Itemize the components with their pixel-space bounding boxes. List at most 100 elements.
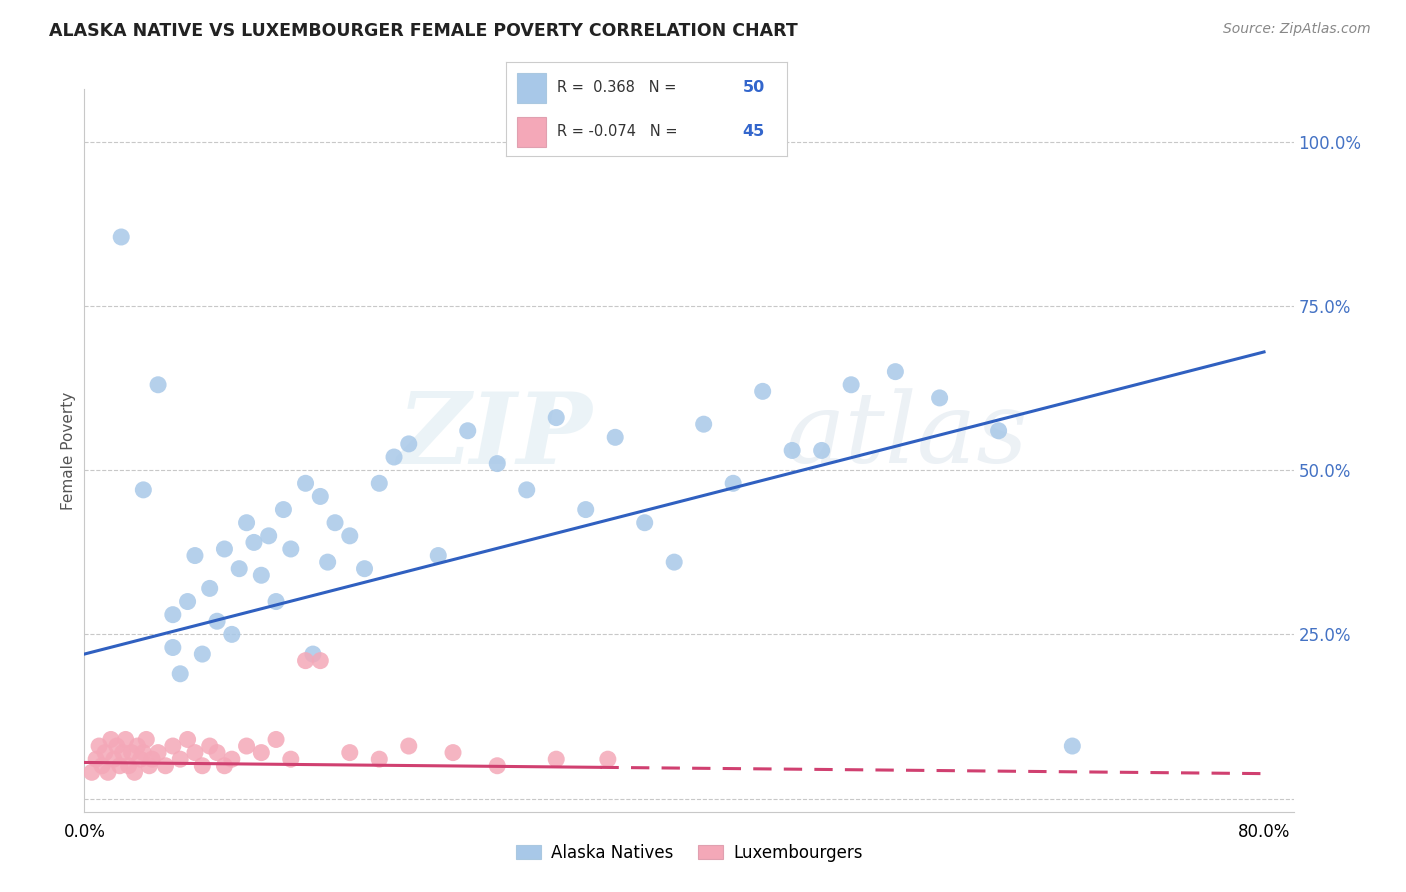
Point bbox=[575, 502, 598, 516]
Point bbox=[214, 758, 236, 772]
Text: 45: 45 bbox=[742, 124, 765, 139]
Point bbox=[243, 535, 266, 549]
Point bbox=[146, 377, 169, 392]
Point bbox=[235, 516, 257, 530]
Point bbox=[124, 765, 146, 780]
Point bbox=[368, 476, 391, 491]
Point bbox=[441, 746, 464, 760]
Point bbox=[596, 752, 619, 766]
Point bbox=[176, 594, 198, 608]
Point bbox=[280, 541, 302, 556]
Text: R = -0.074   N =: R = -0.074 N = bbox=[557, 124, 682, 139]
Point bbox=[294, 476, 316, 491]
Point bbox=[110, 230, 132, 244]
Point bbox=[398, 437, 420, 451]
Text: atlas: atlas bbox=[786, 388, 1028, 483]
Point bbox=[146, 746, 169, 760]
Point bbox=[191, 647, 214, 661]
Point bbox=[634, 516, 657, 530]
Point bbox=[353, 562, 375, 576]
Point bbox=[97, 765, 120, 780]
Point bbox=[1062, 739, 1084, 753]
Point bbox=[205, 746, 228, 760]
Point bbox=[398, 739, 420, 753]
Point bbox=[987, 424, 1010, 438]
Point bbox=[339, 529, 361, 543]
Point bbox=[176, 732, 198, 747]
Point bbox=[221, 752, 243, 766]
Point bbox=[132, 746, 155, 760]
Point bbox=[228, 562, 250, 576]
Point bbox=[382, 450, 405, 464]
Point bbox=[94, 746, 117, 760]
Point bbox=[198, 739, 221, 753]
Point bbox=[127, 739, 149, 753]
Point bbox=[162, 739, 184, 753]
Point bbox=[235, 739, 257, 753]
Legend: Alaska Natives, Luxembourgers: Alaska Natives, Luxembourgers bbox=[509, 837, 869, 869]
Point bbox=[780, 443, 803, 458]
Point bbox=[721, 476, 744, 491]
Point bbox=[162, 607, 184, 622]
Point bbox=[316, 555, 339, 569]
Point bbox=[221, 627, 243, 641]
Point bbox=[111, 746, 134, 760]
Point bbox=[928, 391, 950, 405]
Point bbox=[280, 752, 302, 766]
Point bbox=[884, 365, 907, 379]
Point bbox=[105, 739, 128, 753]
Point bbox=[129, 752, 152, 766]
Point bbox=[323, 516, 346, 530]
Point bbox=[91, 758, 114, 772]
Point bbox=[214, 541, 236, 556]
Text: Source: ZipAtlas.com: Source: ZipAtlas.com bbox=[1223, 22, 1371, 37]
Point bbox=[87, 739, 110, 753]
Point bbox=[169, 752, 191, 766]
Point bbox=[162, 640, 184, 655]
Point bbox=[250, 568, 273, 582]
Point bbox=[692, 417, 714, 432]
Point bbox=[257, 529, 280, 543]
Point bbox=[135, 732, 157, 747]
Point bbox=[80, 765, 103, 780]
Point bbox=[309, 654, 332, 668]
Y-axis label: Female Poverty: Female Poverty bbox=[60, 392, 76, 509]
Point bbox=[132, 483, 155, 497]
Point bbox=[184, 746, 207, 760]
Point bbox=[486, 457, 509, 471]
Point bbox=[751, 384, 773, 399]
Point bbox=[516, 483, 538, 497]
Point bbox=[138, 758, 160, 772]
Point bbox=[169, 666, 191, 681]
Point bbox=[839, 377, 862, 392]
Point bbox=[427, 549, 450, 563]
Text: ALASKA NATIVE VS LUXEMBOURGER FEMALE POVERTY CORRELATION CHART: ALASKA NATIVE VS LUXEMBOURGER FEMALE POV… bbox=[49, 22, 799, 40]
Point bbox=[294, 654, 316, 668]
Point bbox=[273, 502, 295, 516]
Point bbox=[100, 732, 122, 747]
Point bbox=[121, 746, 143, 760]
Point bbox=[264, 594, 287, 608]
Point bbox=[155, 758, 177, 772]
Text: R =  0.368   N =: R = 0.368 N = bbox=[557, 80, 681, 95]
Point bbox=[141, 752, 163, 766]
Point bbox=[605, 430, 627, 444]
Point bbox=[309, 490, 332, 504]
Point bbox=[117, 758, 139, 772]
Point bbox=[191, 758, 214, 772]
Point bbox=[486, 758, 509, 772]
Text: ZIP: ZIP bbox=[398, 388, 592, 484]
Point bbox=[546, 410, 568, 425]
Point bbox=[368, 752, 391, 766]
Point bbox=[264, 732, 287, 747]
Point bbox=[339, 746, 361, 760]
Point bbox=[664, 555, 686, 569]
Point bbox=[205, 614, 228, 628]
Point bbox=[114, 732, 136, 747]
Point bbox=[103, 752, 125, 766]
Point bbox=[184, 549, 207, 563]
Point bbox=[302, 647, 325, 661]
Point bbox=[198, 582, 221, 596]
Point bbox=[810, 443, 832, 458]
Bar bbox=[517, 73, 546, 103]
